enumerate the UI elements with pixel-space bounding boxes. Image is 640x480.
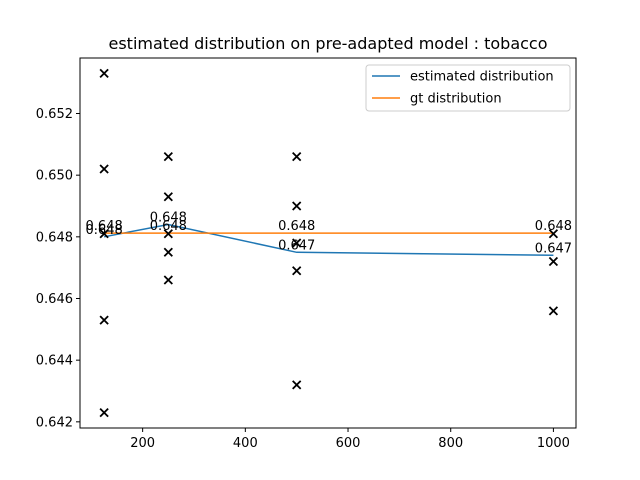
- scatter-marker: [163, 247, 173, 257]
- data-label: 0.648: [86, 219, 123, 234]
- series-line-1: [103, 223, 554, 257]
- legend-label: gt distribution: [410, 92, 502, 107]
- scatter-marker: [163, 152, 173, 162]
- data-label: 0.648: [150, 211, 187, 226]
- scatter-marker: [292, 152, 302, 162]
- data-label: 0.648: [86, 223, 123, 238]
- y-tick-label: 0.648: [36, 230, 73, 245]
- x-tick-label: 600: [336, 436, 361, 451]
- chart-title: estimated distribution on pre-adapted mo…: [109, 34, 548, 53]
- scatter-marker: [292, 238, 302, 248]
- scatter-marker: [292, 266, 302, 276]
- y-tick-label: 0.644: [36, 354, 73, 369]
- y-tick-label: 0.652: [36, 107, 73, 122]
- x-tick-label: 1000: [537, 436, 570, 451]
- scatter-marker: [99, 407, 109, 418]
- legend: estimated distribution gt distribution: [365, 64, 571, 112]
- data-label: 0.648: [535, 219, 572, 234]
- scatter-marker: [99, 68, 109, 79]
- x-tick-label: 800: [438, 436, 463, 451]
- axes: 200 400 600 800 1000 0.642 0.644 0.646 0.648 0.65…: [36, 107, 570, 451]
- scatter-marker: [99, 229, 109, 239]
- scatter-marker: [292, 201, 302, 211]
- x-tick-label: 400: [233, 436, 258, 451]
- x-tick-label: 200: [130, 436, 155, 451]
- scatter-marker: [163, 275, 173, 285]
- data-label: 0.648: [150, 219, 187, 234]
- legend-label: estimated distribution: [410, 70, 554, 85]
- data-label: 0.647: [278, 238, 315, 253]
- scatter-marker: [548, 306, 559, 316]
- scatter-marker: [548, 256, 559, 267]
- scatter-marker: [99, 164, 109, 174]
- data-label: 0.647: [535, 241, 572, 256]
- data-label: 0.648: [278, 219, 315, 234]
- scatter-marker: [163, 192, 173, 202]
- scatter-marker: [163, 229, 173, 239]
- scatter-marker: [548, 229, 559, 239]
- legend-box: [365, 64, 571, 112]
- y-tick-label: 0.650: [36, 169, 73, 184]
- scatter-marker: [99, 315, 109, 325]
- y-tick-label: 0.642: [36, 415, 73, 430]
- y-tick-label: 0.646: [36, 292, 73, 307]
- plot-frame: [79, 57, 577, 429]
- scatter-marker: [292, 380, 302, 390]
